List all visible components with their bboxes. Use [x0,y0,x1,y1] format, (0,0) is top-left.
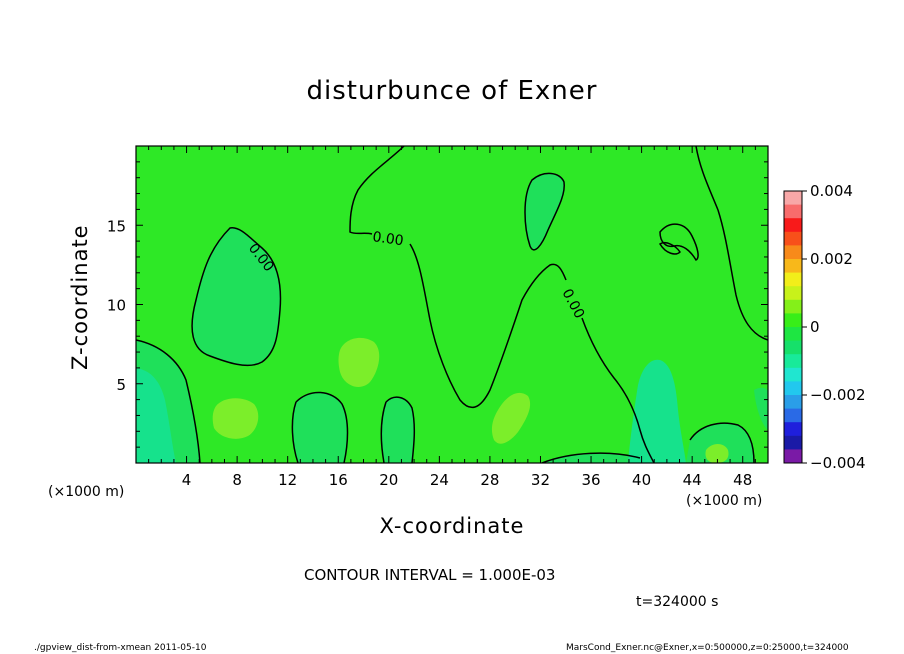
contour-line [349,146,567,409]
contour-line [191,227,282,367]
y-tick-label: 15 [107,217,126,235]
y-tick-label: 10 [107,297,126,315]
colorbar-swatch [784,299,802,314]
contour-label: 0.00 [371,229,404,249]
colorbar-swatch [784,218,802,233]
colorbar-swatch [784,395,802,410]
x-tick-label: 12 [278,471,297,489]
colorbar-swatch [784,327,802,342]
colorbar-swatch [784,367,802,382]
positive-region [338,337,380,387]
colorbar-swatch [784,286,802,301]
colorbar-tick-label: 0.002 [810,250,853,268]
contour-lines [136,146,768,463]
negative-region [136,368,176,463]
negative-region [686,423,754,463]
negative-region [754,387,768,430]
colorbar-swatch [784,408,802,423]
colorbar-swatch [784,381,802,396]
colorbar-swatch [784,191,802,206]
colorbar-swatch [784,245,802,260]
colorbar-tick-label: −0.002 [810,386,866,404]
negative-region [525,173,565,250]
colorbar-tick-label: 0 [810,318,820,336]
contour-line [524,172,565,251]
contour-line [541,452,641,463]
x-tick-label: 40 [632,471,651,489]
y-axis-label: Z-coordinate [68,224,92,370]
colorbar-swatch [784,272,802,287]
y-tick-label: 5 [116,376,126,394]
positive-region [705,444,729,463]
chart-title: disturbunce of Exner [306,76,598,106]
contour-line [380,396,416,463]
negative-region [192,227,281,366]
contour-interval-text: CONTOUR INTERVAL = 1.000E-03 [304,566,556,584]
x-tick-label: 32 [531,471,550,489]
negative-region [381,397,415,463]
contour-line [659,223,699,261]
colorbar-swatch [784,231,802,246]
colorbar-tick-label: 0.004 [810,182,853,200]
x-tick-label: 48 [733,471,752,489]
colorbar-swatch [784,313,802,328]
colorbar-swatch [784,259,802,274]
footer-right: MarsCond_Exner.nc@Exner,x=0:500000,z=0:2… [566,643,849,653]
colorbar-swatch [784,340,802,355]
colorbar-swatch [784,449,802,464]
x-tick-label: 44 [683,471,702,489]
positive-region [491,392,531,444]
negative-region [292,392,348,463]
x-tick-label: 8 [232,471,242,489]
contour-line [689,422,755,463]
contour-line [695,146,768,341]
x-tick-label: 28 [480,471,499,489]
contour-line [581,317,655,463]
contour-line [291,391,349,463]
x-unit-label-left: (×1000 m) [48,484,125,500]
filled-field [136,146,768,463]
colorbar-swatch [784,354,802,369]
colorbar-swatch [784,422,802,437]
x-tick-label: 24 [430,471,449,489]
positive-region [212,398,259,439]
x-tick-label: 4 [182,471,192,489]
x-unit-label-right: (×1000 m) [686,493,763,509]
footer-left: ./gpview_dist-from-xmean 2011-05-10 [34,643,207,653]
time-text: t=324000 s [636,594,719,610]
colorbar-tick-label: −0.004 [810,454,866,472]
colorbar: 0.004 0.002 0 −0.002 −0.004 [783,182,866,472]
x-tick-label: 36 [581,471,600,489]
colorbar-swatch [784,435,802,450]
contour-line [136,339,201,463]
contour-line [658,241,681,255]
x-axis-label: X-coordinate [379,514,525,538]
x-tick-label: 16 [329,471,348,489]
colorbar-swatch [784,204,802,219]
x-tick-label: 20 [379,471,398,489]
